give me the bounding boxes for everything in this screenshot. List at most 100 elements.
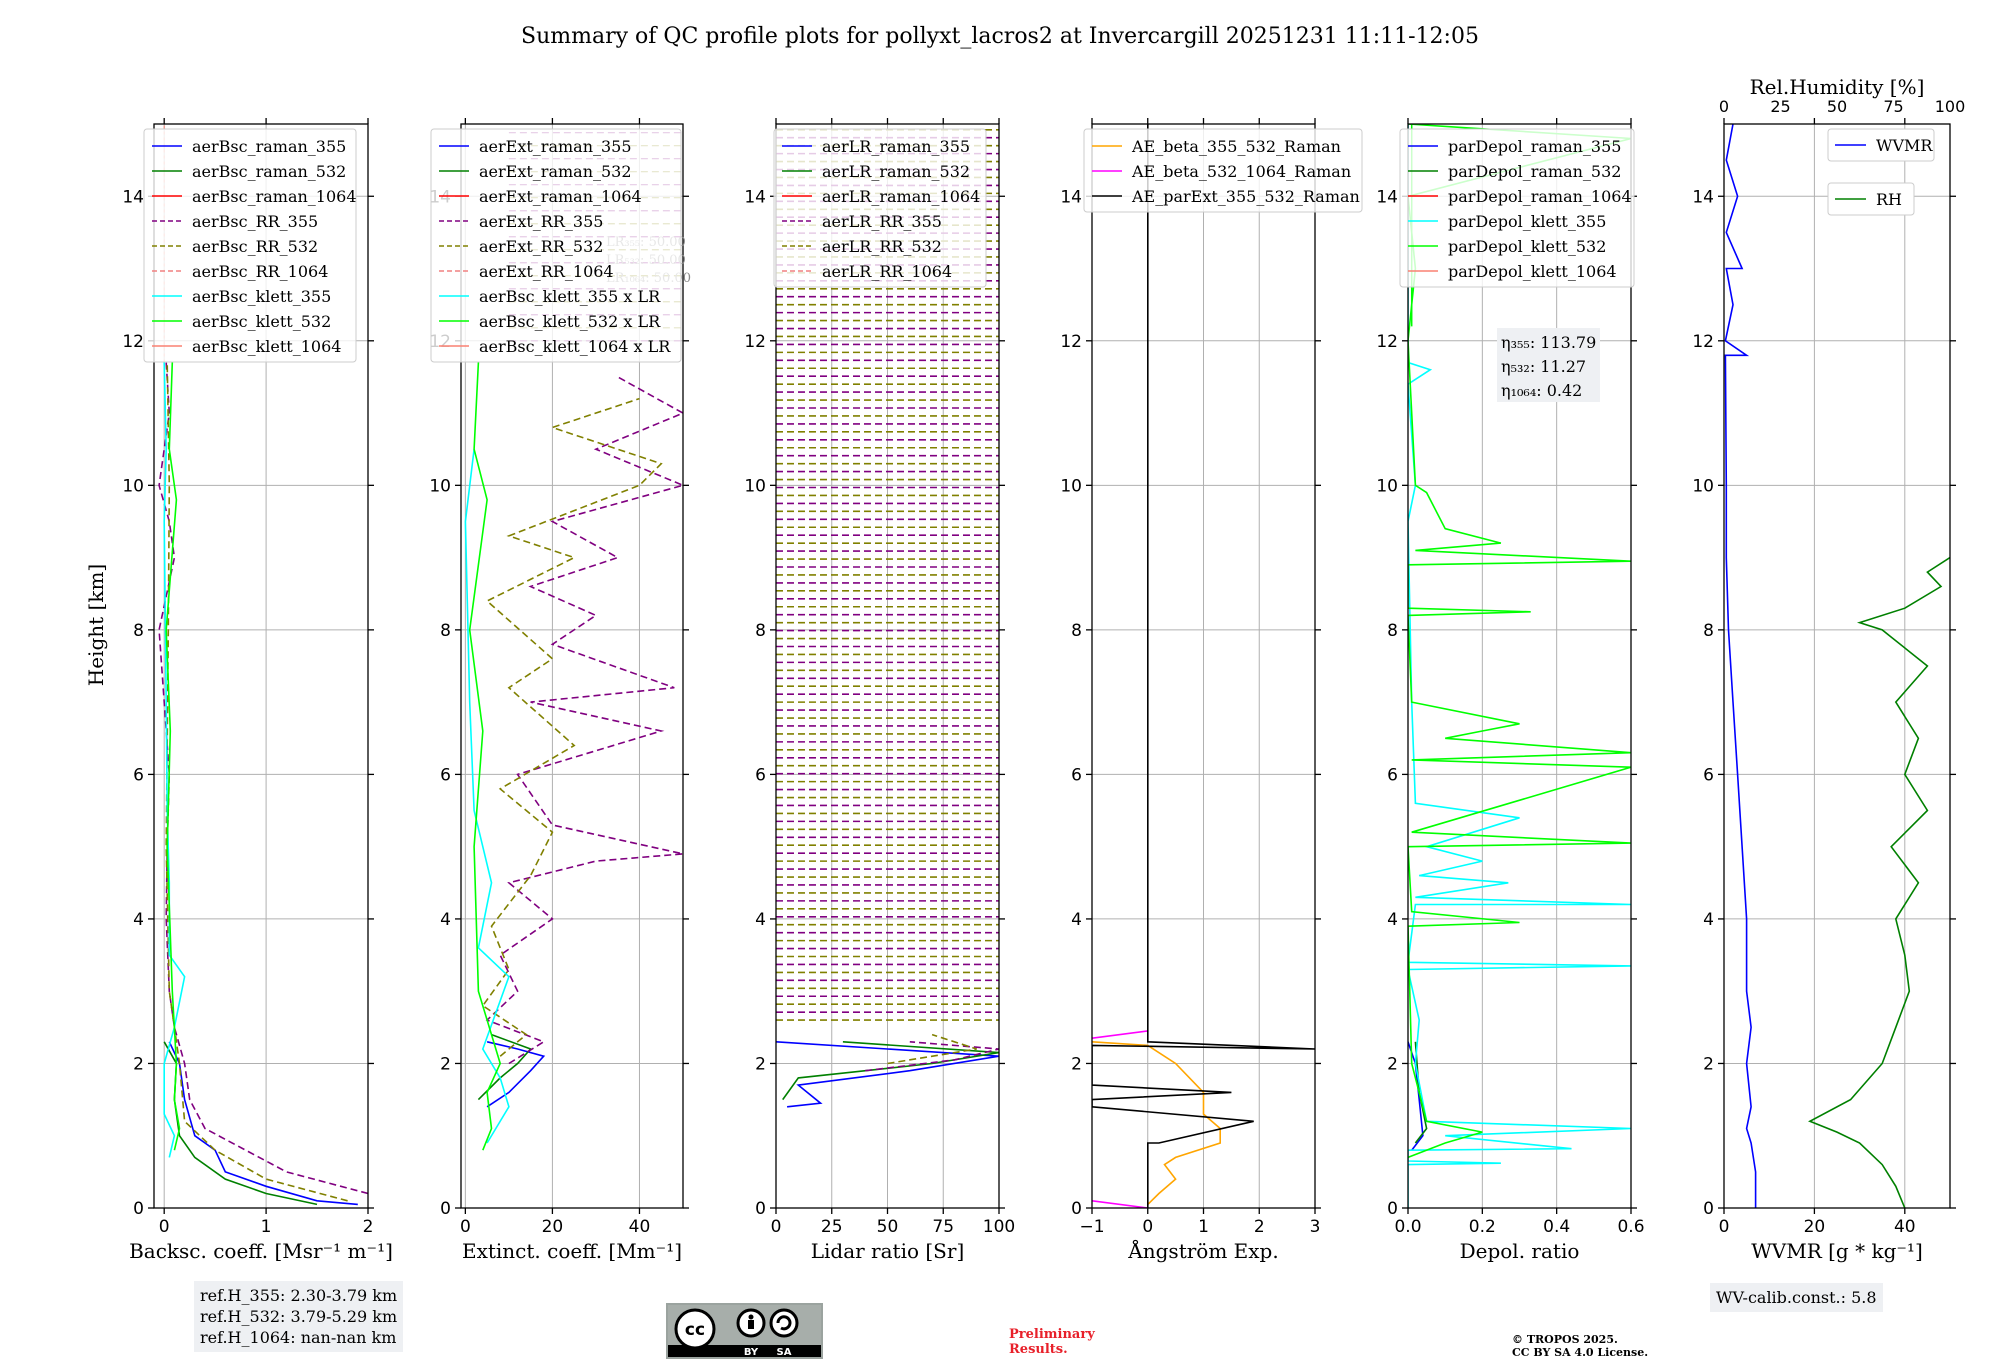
legend-entry: aerLR_RR_355: [822, 212, 942, 231]
series-parDepol_klett_532: [1408, 124, 1631, 1159]
y-tick-label: 10: [1376, 476, 1398, 496]
legend-frame: [430, 128, 682, 363]
legend-entry: parDepol_klett_532: [1448, 237, 1606, 256]
y-tick-label: 0: [1703, 1199, 1714, 1219]
y-tick-label: 12: [1060, 332, 1082, 352]
y-tick-label: 4: [1703, 910, 1714, 930]
y-tick-label: 12: [744, 332, 766, 352]
y-axis-label: Height [km]: [84, 564, 108, 686]
y-tick-label: 8: [1703, 621, 1714, 641]
cc-icon: [674, 1308, 716, 1350]
legend-entry: parDepol_raman_355: [1448, 137, 1621, 156]
series-RH: [1808, 556, 1950, 1208]
legend-entry: aerExt_raman_1064: [479, 187, 642, 206]
x-tick-label: 2: [1254, 1217, 1265, 1237]
series-parDepol_raman_532: [1414, 1041, 1428, 1144]
legend-entry: aerExt_RR_355: [479, 212, 603, 231]
y-tick-label: 0: [1387, 1199, 1398, 1219]
y-tick-label: 4: [133, 910, 144, 930]
preliminary-line-1: Preliminary: [1009, 1327, 1095, 1342]
legend-entry: aerLR_raman_1064: [822, 187, 980, 206]
y-tick-label: 2: [1703, 1054, 1714, 1074]
legend-frame: [1827, 128, 1935, 162]
x-tick-label: 1: [261, 1217, 272, 1237]
series-aerBsc_raman_355: [168, 1041, 358, 1206]
legend: aerBsc_raman_355 aerBsc_raman_532 aerBsc_r…: [143, 128, 357, 363]
legend: AE_beta_355_532_Raman AE_beta_532_1064_Ra…: [1083, 128, 1363, 213]
x-tick-label: 20: [1804, 1217, 1826, 1237]
series-aerExt_raman_532: [477, 1033, 532, 1101]
legend-entry: aerBsc_klett_532 x LR: [479, 312, 661, 331]
legend: aerLR_raman_355 aerLR_raman_532 aerLR_rama…: [773, 128, 987, 288]
legend-entry: aerBsc_raman_355: [192, 137, 346, 156]
cc-sa-label: SA: [777, 1347, 792, 1357]
legend-entry: AE_beta_355_532_Raman: [1131, 137, 1341, 156]
x-tick-label: 0: [159, 1217, 170, 1237]
sa-icon: [769, 1308, 799, 1338]
y-tick-label: 0: [755, 1199, 766, 1219]
series-aerBsc_RR_532: [165, 362, 348, 1202]
y-tick-label: 4: [755, 910, 766, 930]
eta-box: [1497, 328, 1600, 402]
legend-entry: aerBsc_klett_532: [192, 312, 331, 331]
x-axis-label: Depol. ratio: [1460, 1239, 1580, 1263]
cc-by-label: BY: [744, 1347, 759, 1357]
legend: aerExt_raman_355 aerExt_raman_532 aerExt_r…: [430, 128, 682, 363]
y-tick-label: 0: [1071, 1199, 1082, 1219]
x-tick-label: 0: [1142, 1217, 1153, 1237]
ref-height-355: ref.H_355: 2.30-3.79 km: [200, 1286, 398, 1305]
y-tick-label: 14: [744, 187, 766, 207]
top-axis-label: Rel.Humidity [%]: [1750, 75, 1925, 99]
y-tick-label: 6: [755, 765, 766, 785]
y-tick-label: 10: [429, 476, 451, 496]
legend-entry: AE_parExt_355_532_Raman: [1131, 187, 1360, 206]
legend-entry: aerBsc_klett_1064: [192, 337, 341, 356]
y-tick-label: 10: [122, 476, 144, 496]
series-AE_parExt_355_532_Raman: [1092, 124, 1315, 1208]
series-aerLR_RR_532: [887, 1033, 977, 1065]
legend-entry: aerExt_RR_1064: [479, 262, 614, 281]
series-WVMR: [1724, 124, 1757, 1208]
series-parDepol_klett_355: [1408, 124, 1631, 1208]
y-tick-label: 14: [1060, 187, 1082, 207]
copyright-line-2: CC BY SA 4.0 License.: [1512, 1346, 1649, 1359]
y-tick-label: 2: [755, 1054, 766, 1074]
series-aerBsc_RR_355: [158, 362, 368, 1195]
x-tick-label: 0.6: [1617, 1217, 1644, 1237]
series-AE_beta_532_1064_Raman_upper: [1092, 1030, 1148, 1039]
legend-entry: aerBsc_klett_1064 x LR: [479, 337, 671, 356]
legend-frame: [1827, 182, 1915, 216]
y-tick-label: 8: [1387, 621, 1398, 641]
series-AE_beta_355_532_Raman: [1092, 1041, 1221, 1205]
y-tick-label: 10: [744, 476, 766, 496]
legend-frame: [773, 128, 987, 288]
x-tick-label: 0.4: [1543, 1217, 1570, 1237]
legend-entry: aerLR_raman_532: [822, 162, 970, 181]
series-aerBsc_klett_532 x LR: [468, 362, 502, 1151]
ref-height-532: ref.H_532: 3.79-5.29 km: [200, 1307, 398, 1326]
y-tick-label: 6: [1071, 765, 1082, 785]
y-tick-label: 2: [440, 1054, 451, 1074]
preliminary-line-2: Results.: [1009, 1342, 1068, 1357]
ref-height-1064: ref.H_1064: nan-nan km: [200, 1328, 397, 1347]
top-tick-label: 50: [1827, 97, 1847, 116]
x-axis-label: Ångström Exp.: [1127, 1238, 1278, 1263]
x-tick-label: −1: [1079, 1217, 1104, 1237]
legend-entry: aerBsc_RR_1064: [192, 262, 328, 281]
y-tick-label: 6: [1387, 765, 1398, 785]
series-group: [776, 1033, 999, 1108]
y-tick-label: 0: [133, 1199, 144, 1219]
legend-entry: WVMR: [1876, 136, 1933, 155]
legend-entry: aerLR_RR_532: [822, 237, 942, 256]
legend-entry: parDepol_raman_532: [1448, 162, 1621, 181]
legend-frame: [1083, 128, 1363, 213]
x-tick-label: 25: [821, 1217, 843, 1237]
x-tick-label: 20: [542, 1217, 564, 1237]
series-group: [464, 362, 683, 1151]
y-tick-label: 14: [1376, 187, 1398, 207]
x-tick-label: 0.2: [1469, 1217, 1496, 1237]
axes-frame: [1407, 123, 1632, 1209]
series-parDepol_raman_355: [1408, 1041, 1424, 1151]
series-group: [158, 362, 368, 1206]
eta-label: η₅₃₂: 11.27: [1501, 357, 1586, 376]
